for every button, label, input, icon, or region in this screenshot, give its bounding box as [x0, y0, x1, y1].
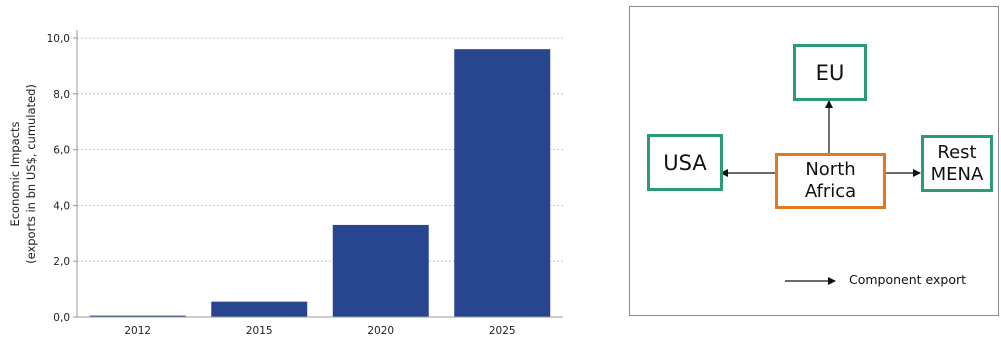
y-tick-label: 4,0 [53, 200, 70, 212]
flow-arrows [720, 100, 921, 285]
node-usa: USA [647, 134, 723, 191]
y-axis-label-line2: (exports in bn US$, cumulated) [24, 84, 38, 264]
x-tick-label: 2020 [367, 325, 394, 337]
y-tick-label: 2,0 [53, 256, 70, 268]
node-eu: EU [793, 44, 867, 101]
bar-2012 [89, 315, 186, 318]
y-tick-label: 6,0 [53, 145, 70, 157]
y-tick-label: 10,0 [47, 33, 70, 45]
y-tick-labels: 0,0 2,0 4,0 6,0 8,0 10,0 [47, 33, 77, 324]
x-tick-label: 2025 [489, 325, 516, 337]
y-tick-label: 0,0 [53, 312, 70, 324]
y-tick-label: 8,0 [53, 89, 70, 101]
node-north-africa: North Africa [775, 153, 886, 209]
legend-label: Component export [849, 272, 967, 287]
bars [89, 49, 551, 318]
export-flow-diagram: EU USA North Africa Rest MENA Component … [629, 6, 999, 316]
bar-2020 [332, 224, 429, 317]
bar-chart: 0,0 2,0 4,0 6,0 8,0 10,0 2012 2015 2020 2025 Eco… [8, 30, 563, 337]
bar-2025 [454, 49, 551, 317]
bar-2015 [211, 301, 308, 317]
x-tick-labels: 2012 2015 2020 2025 [124, 325, 515, 337]
y-axis-label-line1: Economic Impacts [8, 121, 22, 226]
node-rest-mena: Rest MENA [921, 135, 993, 192]
x-tick-label: 2015 [246, 325, 273, 337]
x-tick-label: 2012 [124, 325, 151, 337]
